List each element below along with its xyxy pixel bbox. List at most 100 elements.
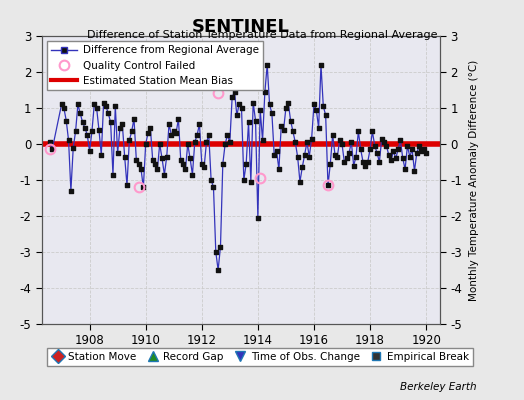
- Point: [71, 128, 80, 134]
- Point: [312, 106, 321, 113]
- Point: [412, 150, 421, 156]
- Point: [172, 130, 180, 136]
- Point: [90, 101, 99, 108]
- Point: [244, 119, 253, 126]
- Point: [254, 214, 262, 221]
- Point: [160, 171, 169, 178]
- Point: [270, 152, 278, 158]
- Point: [343, 155, 351, 162]
- Point: [354, 128, 363, 134]
- Point: [104, 110, 113, 117]
- Point: [74, 101, 82, 108]
- Point: [64, 137, 73, 144]
- Point: [114, 150, 122, 156]
- Point: [403, 143, 412, 149]
- Point: [116, 125, 124, 131]
- Point: [265, 101, 274, 108]
- Point: [375, 159, 384, 165]
- Point: [324, 182, 332, 189]
- Point: [88, 128, 96, 134]
- Point: [340, 159, 348, 165]
- Point: [391, 155, 400, 162]
- Point: [231, 89, 239, 95]
- Point: [394, 146, 402, 153]
- Point: [289, 128, 297, 134]
- Point: [326, 160, 334, 167]
- Point: [204, 132, 213, 138]
- Point: [95, 126, 103, 133]
- Point: [127, 128, 136, 134]
- Point: [298, 164, 307, 170]
- Point: [123, 182, 131, 189]
- Point: [109, 171, 117, 178]
- Point: [314, 125, 323, 131]
- Point: [356, 146, 365, 153]
- Point: [284, 100, 292, 106]
- Point: [415, 143, 423, 149]
- Point: [214, 267, 222, 273]
- Point: [106, 119, 115, 126]
- Point: [252, 118, 260, 124]
- Point: [277, 123, 286, 129]
- Point: [181, 166, 190, 172]
- Point: [191, 139, 199, 145]
- Point: [296, 178, 304, 185]
- Point: [69, 144, 78, 151]
- Point: [282, 105, 290, 111]
- Point: [60, 105, 68, 111]
- Point: [228, 94, 236, 100]
- Point: [221, 141, 230, 147]
- Point: [137, 166, 145, 172]
- Text: Difference of Station Temperature Data from Regional Average: Difference of Station Temperature Data f…: [87, 30, 437, 40]
- Point: [260, 89, 269, 95]
- Point: [239, 177, 248, 183]
- Point: [186, 155, 194, 162]
- Point: [319, 103, 328, 109]
- Point: [83, 132, 92, 138]
- Point: [139, 184, 148, 190]
- Point: [331, 152, 339, 158]
- Point: [162, 153, 171, 160]
- Point: [233, 112, 241, 118]
- Point: [303, 139, 311, 145]
- Point: [385, 152, 393, 158]
- Point: [347, 139, 355, 145]
- Point: [193, 132, 201, 138]
- Point: [125, 137, 134, 144]
- Point: [275, 166, 283, 172]
- Point: [389, 148, 398, 154]
- Point: [237, 105, 246, 111]
- Point: [144, 130, 152, 136]
- Point: [135, 160, 143, 167]
- Point: [364, 159, 372, 165]
- Point: [79, 119, 87, 126]
- Point: [223, 132, 232, 138]
- Point: [92, 105, 101, 111]
- Point: [338, 141, 346, 147]
- Point: [235, 101, 243, 108]
- Point: [97, 152, 105, 158]
- Point: [216, 243, 225, 250]
- Point: [408, 146, 416, 153]
- Point: [167, 132, 176, 138]
- Point: [310, 101, 318, 108]
- Point: [333, 153, 342, 160]
- Point: [100, 100, 108, 106]
- Point: [62, 118, 70, 124]
- Point: [368, 128, 377, 134]
- Point: [179, 160, 187, 167]
- Point: [121, 153, 129, 160]
- Point: [406, 153, 414, 160]
- Point: [207, 177, 215, 183]
- Point: [249, 100, 257, 106]
- Point: [200, 164, 209, 170]
- Point: [226, 139, 234, 145]
- Point: [321, 112, 330, 118]
- Point: [219, 160, 227, 167]
- Point: [300, 152, 309, 158]
- Point: [165, 121, 173, 127]
- Point: [183, 141, 192, 147]
- Point: [272, 148, 281, 154]
- Point: [370, 143, 379, 149]
- Title: SENTINEL: SENTINEL: [192, 18, 290, 36]
